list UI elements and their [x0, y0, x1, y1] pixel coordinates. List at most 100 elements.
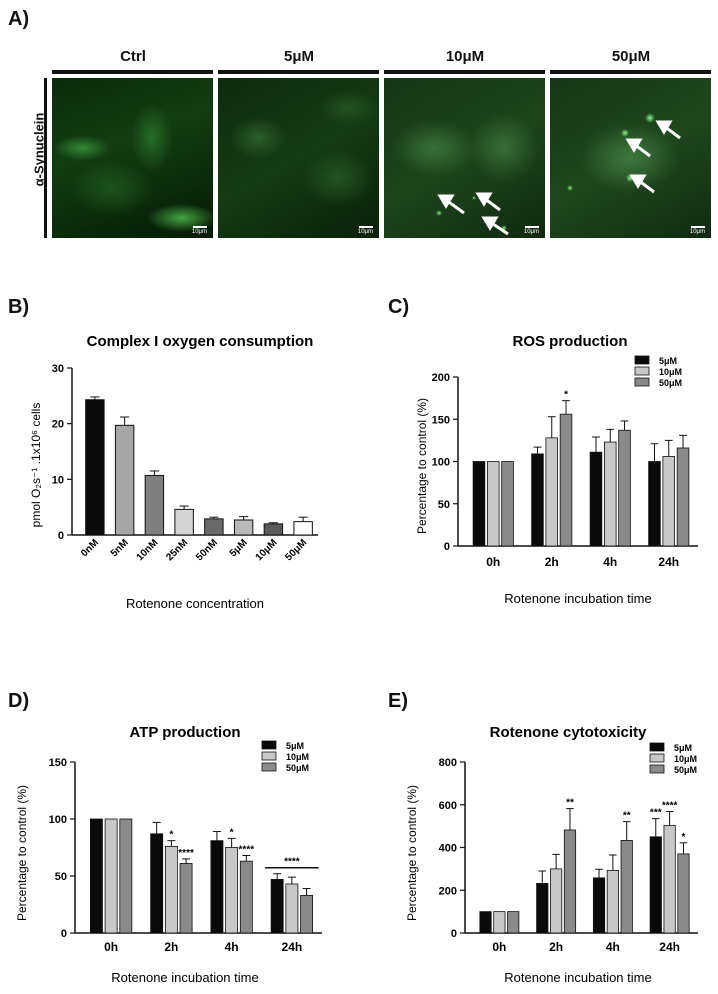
bar [618, 429, 631, 547]
scale-bar: 10μm [358, 226, 373, 235]
x-tick-label: 4h [606, 940, 620, 954]
significance-label: **** [178, 848, 194, 859]
bar [507, 911, 520, 934]
column-divider [384, 70, 545, 74]
bar [270, 879, 284, 934]
scale-bar: 10μm [690, 226, 705, 235]
y-tick-label: 200 [432, 372, 450, 384]
x-axis-label: Rotenone incubation time [111, 970, 258, 985]
bar [603, 441, 617, 547]
y-tick-label: 200 [439, 885, 457, 897]
chart-title: ROS production [513, 333, 628, 350]
y-tick-label: 100 [49, 814, 67, 826]
bar [119, 818, 133, 934]
significance-label: **** [662, 801, 678, 812]
column-label-10um: 10μM [445, 48, 485, 65]
y-tick-label: 150 [49, 757, 67, 769]
bar [663, 825, 676, 934]
significance-label: **** [284, 857, 300, 868]
legend-label: 50μM [674, 765, 697, 775]
x-tick-label: 0h [492, 940, 506, 954]
legend-swatch [649, 764, 665, 774]
significance-label: * [230, 827, 234, 838]
panel-e-letter: E) [388, 690, 408, 712]
x-tick-label: 2h [164, 940, 178, 954]
legend-swatch [649, 742, 665, 752]
x-tick-label: 0nM [79, 537, 101, 559]
bar [204, 518, 224, 536]
bar [293, 521, 313, 536]
significance-label: ** [623, 811, 631, 822]
x-tick-label: 10nM [135, 537, 161, 563]
significance-label: **** [239, 844, 255, 855]
x-axis-label: Rotenone concentration [126, 596, 264, 611]
x-tick-label: 50μM [283, 537, 309, 563]
arrows-overlay [625, 120, 681, 194]
y-tick-label: 50 [55, 871, 67, 883]
x-tick-label: 25nM [164, 537, 190, 563]
x-tick-label: 2h [549, 940, 563, 954]
bar [648, 461, 661, 547]
y-axis-label: Percentage to control (%) [15, 785, 29, 921]
column-divider [52, 70, 213, 74]
bar [501, 461, 514, 547]
micrograph-10um: 10μm [384, 78, 545, 238]
legend-swatch [634, 355, 650, 365]
bar [114, 424, 135, 536]
y-tick-label: 30 [52, 363, 64, 375]
chart-title: Complex I oxygen consumption [87, 333, 314, 350]
bar [606, 869, 619, 934]
bar [487, 461, 500, 547]
y-tick-label: 800 [439, 757, 457, 769]
bar [536, 883, 549, 934]
bar [620, 840, 633, 934]
x-tick-label: 2h [545, 555, 559, 569]
legend-label: 5μM [674, 743, 692, 753]
x-tick-label: 5nM [109, 537, 131, 559]
y-tick-label: 0 [451, 928, 457, 940]
column-label-ctrl: Ctrl [120, 48, 146, 65]
panel-d-letter: D) [8, 690, 30, 712]
legend-swatch [649, 753, 665, 763]
bar [263, 523, 284, 536]
significance-label: ** [566, 798, 574, 809]
bar [559, 413, 573, 547]
bar [649, 836, 662, 934]
legend-swatch [634, 377, 650, 387]
legend-label: 50μM [659, 378, 682, 388]
legend-label: 50μM [286, 763, 309, 773]
legend-swatch [261, 740, 277, 750]
column-label-5um: 5μM [283, 48, 314, 65]
y-tick-label: 50 [438, 499, 450, 511]
y-axis-label: pmol O₂s⁻¹ .1x10⁶ cells [29, 403, 43, 528]
alpha-synuclein-label: α-Synuclein [31, 112, 47, 187]
chart-title: Rotenone cytotoxicity [490, 724, 647, 741]
chart-rotenone-cytotoxicity: Rotenone cytotoxicity Percentage to cont… [405, 724, 698, 985]
x-tick-label: 10μM [254, 537, 280, 563]
significance-label: * [682, 832, 686, 843]
bar [592, 877, 606, 934]
bar [531, 453, 544, 547]
significance-label: * [564, 390, 568, 401]
legend-label: 10μM [286, 752, 309, 762]
chart-title: ATP production [129, 724, 240, 741]
bar [164, 845, 178, 934]
x-axis-label: Rotenone incubation time [504, 591, 651, 606]
y-tick-label: 400 [439, 843, 457, 855]
bar [479, 911, 492, 934]
scale-bar: 10μm [192, 226, 207, 235]
bar [144, 474, 165, 536]
bar [493, 911, 506, 934]
x-tick-label: 0h [486, 555, 500, 569]
legend-swatch [261, 762, 277, 772]
y-tick-label: 600 [439, 800, 457, 812]
x-tick-label: 4h [225, 940, 239, 954]
significance-label: * [169, 830, 173, 841]
x-tick-label: 50nM [194, 537, 220, 563]
y-tick-label: 0 [444, 541, 450, 553]
x-tick-label: 24h [659, 940, 680, 954]
legend-label: 10μM [674, 754, 697, 764]
bar [104, 818, 118, 934]
panel-a-letter: A) [8, 8, 30, 30]
arrows-overlay [437, 192, 509, 236]
